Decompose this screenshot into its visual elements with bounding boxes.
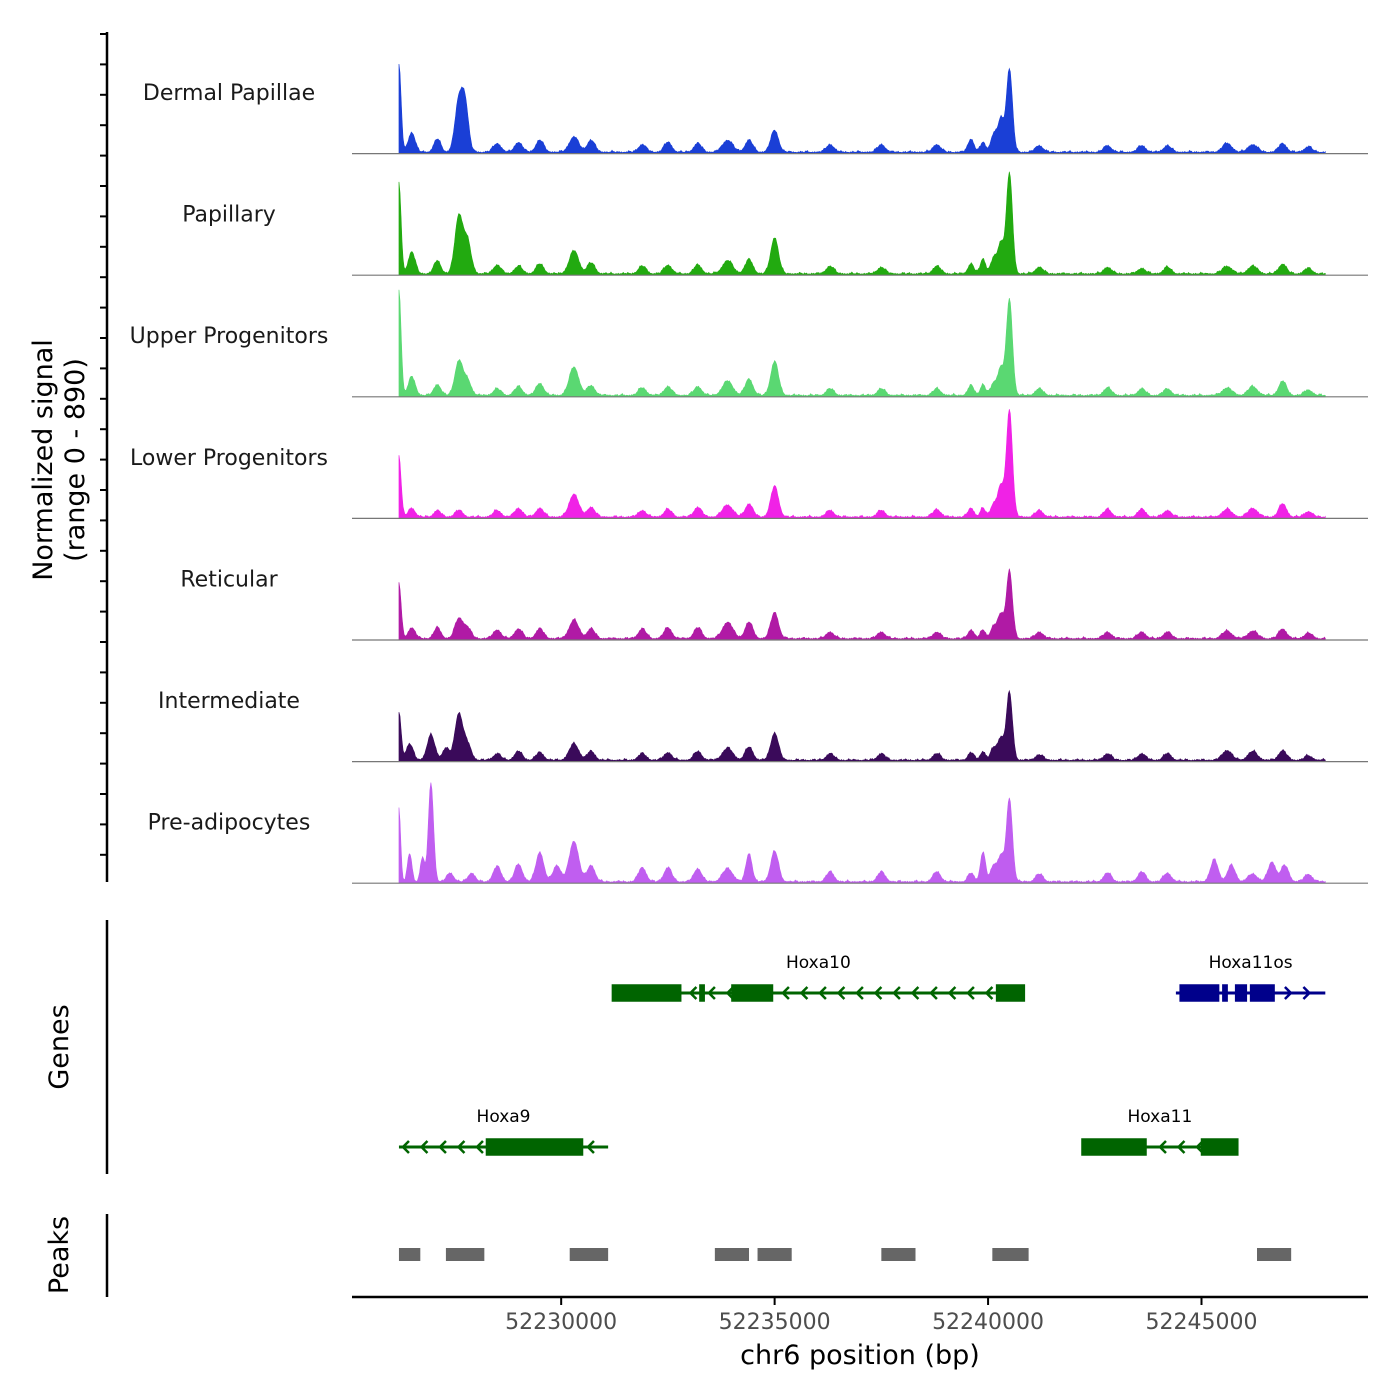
strand-arrow xyxy=(1302,986,1312,1000)
strand-arrow xyxy=(419,1140,429,1154)
strand-arrow xyxy=(873,986,883,1000)
gene-label: Hoxa11os xyxy=(1209,953,1293,973)
strand-arrow xyxy=(1284,986,1293,1000)
strand-arrow xyxy=(947,986,957,1000)
gene-label: Hoxa11 xyxy=(1128,1107,1193,1127)
strand-arrow xyxy=(781,986,790,1000)
strand-arrow xyxy=(966,986,975,1000)
signal-area xyxy=(398,289,1326,398)
peak-region xyxy=(992,1248,1029,1261)
exon xyxy=(485,1138,584,1156)
strand-arrow xyxy=(586,1140,595,1154)
signal-y-axis xyxy=(100,32,109,882)
signal-area xyxy=(398,409,1326,519)
gene-model: Hoxa10 xyxy=(611,953,1026,1002)
peak-region xyxy=(714,1248,750,1261)
track-label: Lower Progenitors xyxy=(130,446,328,471)
exon xyxy=(1081,1138,1147,1156)
strand-arrow xyxy=(438,1140,447,1154)
strand-arrow xyxy=(707,986,716,1000)
track-label: Pre-adipocytes xyxy=(148,811,311,836)
signal-track xyxy=(352,782,1368,884)
gene-model: Hoxa11os xyxy=(1175,953,1326,1002)
strand-arrow xyxy=(799,986,809,1000)
signal-area xyxy=(398,782,1326,884)
exon xyxy=(1200,1138,1239,1156)
signal-area xyxy=(398,171,1326,276)
peak-region xyxy=(445,1248,485,1261)
peaks-panel-label: Peaks xyxy=(44,1216,75,1294)
strand-arrow xyxy=(818,986,827,1000)
gene-label: Hoxa9 xyxy=(477,1107,531,1127)
track-labels: Dermal Papillae Papillary Upper Progenitor… xyxy=(130,81,329,836)
strand-arrow xyxy=(401,1140,410,1154)
signal-track xyxy=(352,64,1368,155)
exon xyxy=(1179,984,1220,1002)
x-axis-title: chr6 position (bp) xyxy=(740,1340,980,1371)
peak-region xyxy=(881,1248,916,1261)
exon xyxy=(1234,984,1248,1002)
gene-annotation-track: Hoxa10 Hoxa11os Hoxa9 Hoxa11 xyxy=(398,953,1326,1156)
x-axis-tick-label: 52230000 xyxy=(505,1310,617,1335)
signal-track xyxy=(352,689,1368,763)
x-axis-tick-label: 52245000 xyxy=(1146,1310,1258,1335)
x-axis-tick-label: 52235000 xyxy=(719,1310,831,1335)
strand-arrow xyxy=(892,986,901,1000)
peak-region xyxy=(569,1248,609,1261)
y-axis-title-line1: Normalized signal xyxy=(28,339,59,581)
track-label: Dermal Papillae xyxy=(143,81,315,106)
signal-track xyxy=(352,289,1368,398)
track-label: Intermediate xyxy=(158,689,300,714)
track-label: Reticular xyxy=(180,567,278,592)
signal-area xyxy=(398,64,1326,154)
track-label: Upper Progenitors xyxy=(130,324,329,349)
signal-track xyxy=(352,171,1368,276)
x-axis: 52230000 52235000 52240000 52245000 xyxy=(505,1297,1258,1335)
strand-arrow xyxy=(1176,1140,1186,1154)
signal-area xyxy=(398,689,1326,762)
x-axis-tick-label: 52240000 xyxy=(932,1310,1044,1335)
strand-arrow xyxy=(855,986,864,1000)
gene-model: Hoxa9 xyxy=(398,1107,609,1156)
exon xyxy=(1222,984,1228,1002)
signal-area xyxy=(398,568,1326,641)
exon xyxy=(611,984,682,1002)
strand-arrow xyxy=(910,986,920,1000)
exon xyxy=(731,984,774,1002)
y-axis-title-line2: (range 0 - 890) xyxy=(60,358,91,562)
genes-panel-label: Genes xyxy=(44,1004,75,1089)
strand-arrow xyxy=(984,986,994,1000)
peak-region xyxy=(757,1248,792,1261)
strand-arrow xyxy=(688,986,698,1000)
track-label: Papillary xyxy=(182,203,276,228)
peak-region xyxy=(1257,1248,1292,1261)
strand-arrow xyxy=(836,986,846,1000)
strand-arrow xyxy=(929,986,938,1000)
peak-region-track xyxy=(398,1248,1292,1261)
signal-track xyxy=(352,409,1368,520)
strand-arrow xyxy=(475,1140,484,1154)
gene-label: Hoxa10 xyxy=(786,953,851,973)
exon xyxy=(995,984,1026,1002)
peak-region xyxy=(398,1248,421,1261)
exon xyxy=(1249,984,1275,1002)
strand-arrow xyxy=(456,1140,466,1154)
signal-track xyxy=(352,568,1368,641)
gene-model: Hoxa11 xyxy=(1081,1107,1239,1156)
signal-tracks xyxy=(352,64,1368,884)
strand-arrow xyxy=(1158,1140,1167,1154)
exon xyxy=(699,984,705,1002)
